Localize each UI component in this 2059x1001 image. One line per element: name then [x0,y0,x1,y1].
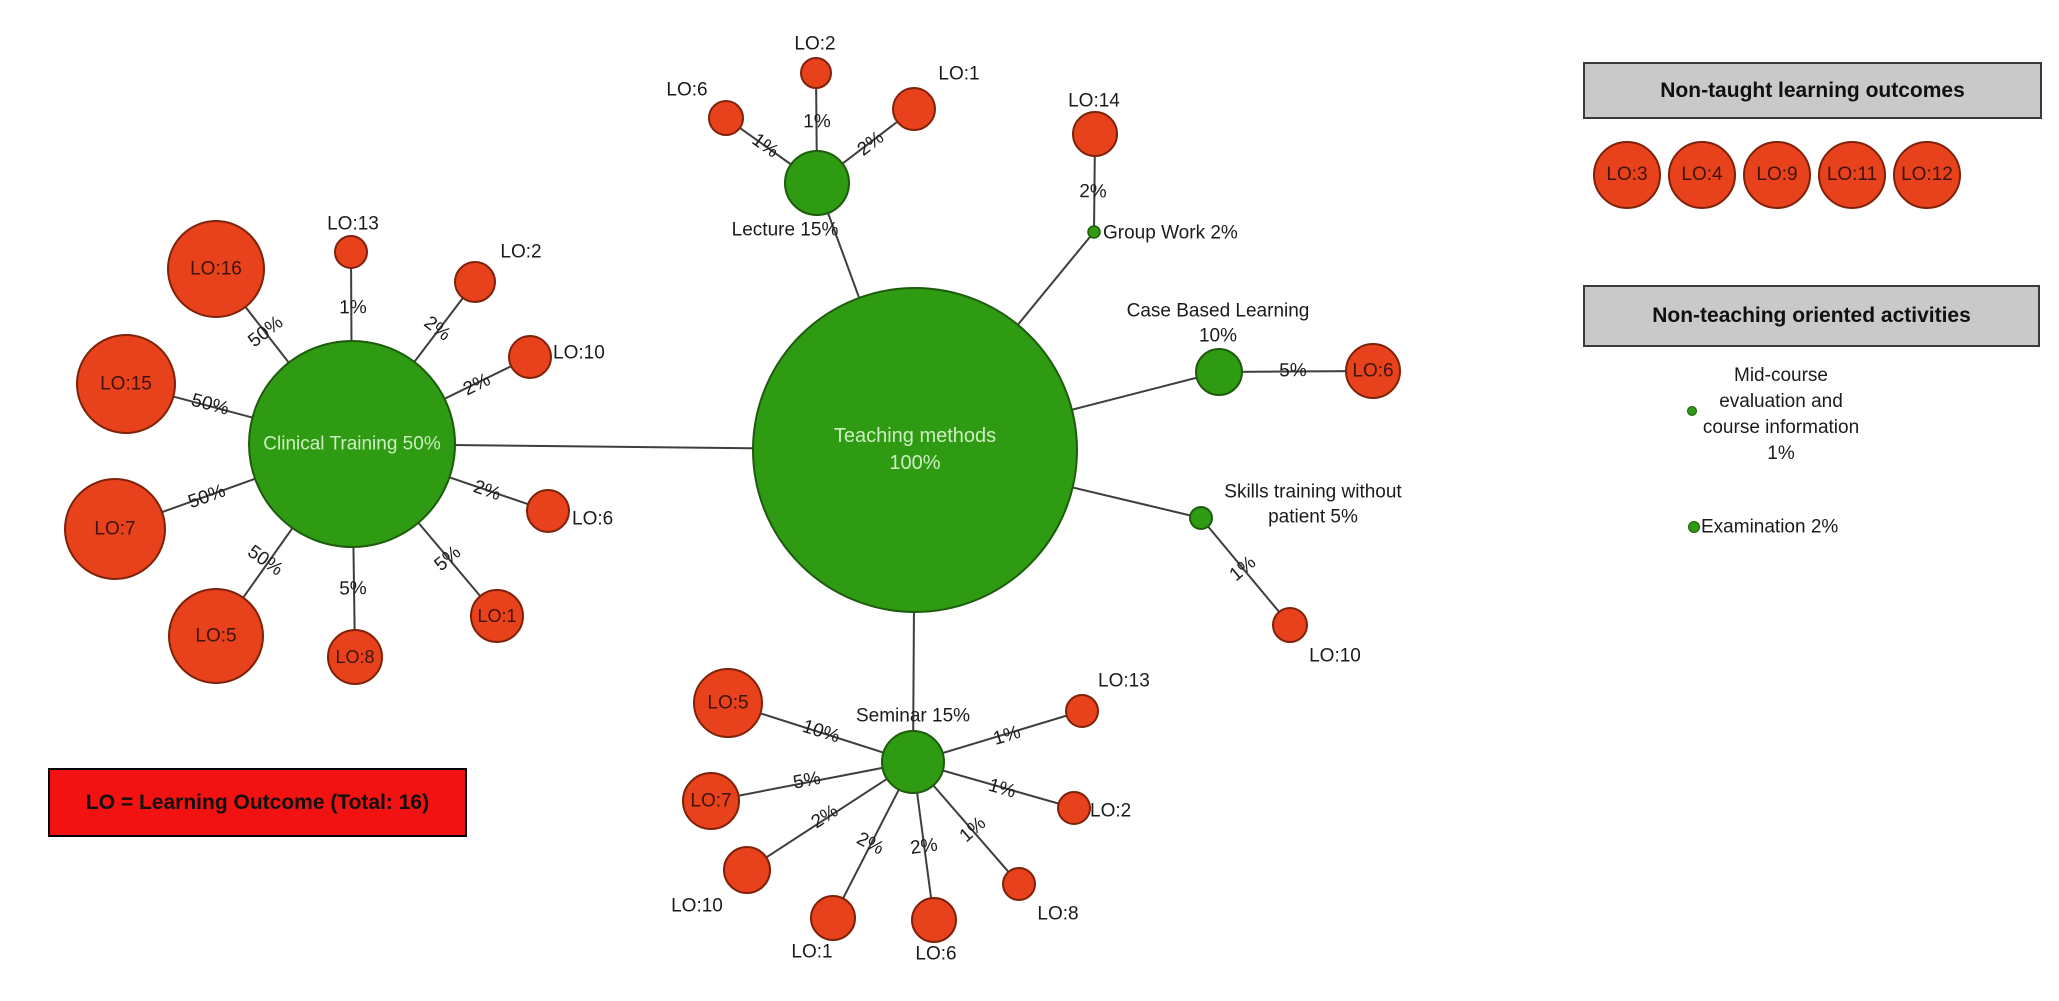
label-sem-lo10: LO:10 [671,895,723,917]
label-lec-lo1: LO:1 [938,63,980,85]
label-sem-lo13: LO:13 [1098,670,1150,692]
label-lo14: LO:14 [1068,90,1120,112]
mid-course-label: Mid-course evaluation and course informa… [1702,365,1860,464]
node-groupwork [1087,225,1101,239]
label-skills: Skills training without patient 5% [1224,481,1402,528]
label-sem-lo6: LO:6 [915,943,957,965]
node-sem-lo10 [723,846,771,894]
label-lec-lo2: LO:2 [794,33,836,55]
examination-label: Examination 2% [1701,516,1839,538]
edge-skills-skills-lo10 [1200,517,1291,626]
label-lecture: Lecture 15% [731,219,839,241]
node-lo14 [1072,111,1118,157]
node-lec-lo6 [708,100,744,136]
non-taught-lo-circle: LO:12 [1893,141,1961,209]
node-sem-lo1 [810,895,856,941]
label-cl-lo15: LO:15 [100,373,152,395]
label-cl-lo16: LO:16 [190,258,242,280]
node-cl-lo6 [526,489,570,533]
legend-box: LO = Learning Outcome (Total: 16) [48,768,467,837]
edge-label-seminar-sem-lo6: 2% [908,834,939,859]
node-cl-lo1 [470,589,524,643]
edge-seminar-sem-lo7 [710,761,914,802]
label-cl-lo2: LO:2 [500,241,542,263]
label-sem-lo1: LO:1 [791,941,833,963]
non-taught-lo-label: LO:3 [1606,164,1648,185]
non-taught-lo-circle: LO:9 [1743,141,1811,209]
non-taught-lo-label: LO:12 [1901,164,1953,185]
node-seminar [881,730,945,794]
node-cl-lo13 [334,235,368,269]
label-cl-lo7: LO:7 [94,518,136,540]
label-skills-lo10: LO:10 [1309,645,1361,667]
node-cl-lo16 [167,220,265,318]
edge-label-clinical-cl-lo13: 1% [339,297,367,319]
edge-label-clinical-cl-lo8: 5% [339,578,367,600]
label-cbl-lo6: LO:6 [1352,360,1394,382]
label-sem-lo2: LO:2 [1090,800,1132,822]
activities-header-text: Non-teaching oriented activities [1652,304,1971,327]
label-cbl: Case Based Learning 10% [1126,300,1310,347]
label-cl-lo5: LO:5 [195,625,237,647]
mid-course-dot [1687,406,1697,416]
node-skills-lo10 [1272,607,1308,643]
node-clinical [248,340,456,548]
node-lec-lo2 [800,57,832,89]
label-cl-lo8: LO:8 [335,646,375,667]
label-cl-lo13: LO:13 [327,213,379,235]
label-cl-lo6: LO:6 [572,508,614,530]
label-teaching: Teaching methods 100% [833,425,997,474]
examination-dot [1688,521,1700,533]
node-lec-lo1 [892,87,936,131]
node-sem-lo7 [682,772,740,830]
non-taught-lo-circle: LO:4 [1668,141,1736,209]
label-groupwork: Group Work 2% [1103,222,1238,244]
node-cl-lo2 [454,261,496,303]
non-taught-lo-circle: LO:3 [1593,141,1661,209]
non-taught-header: Non-taught learning outcomes [1583,62,2042,119]
node-sem-lo13 [1065,694,1099,728]
label-cl-lo10: LO:10 [553,342,605,364]
node-sem-lo8 [1002,867,1036,901]
edge-label-cbl-cbl-lo6: 5% [1279,360,1307,382]
label-sem-lo7: LO:7 [690,790,732,812]
label-clinical: Clinical Training 50% [263,433,441,455]
non-taught-lo-label: LO:11 [1826,164,1878,185]
node-sem-lo6 [911,897,957,943]
edge-label-lo14-groupwork: 2% [1079,181,1107,203]
edge-label-seminar-sem-lo7: 5% [791,767,823,794]
activities-header: Non-teaching oriented activities [1583,285,2040,347]
non-taught-lo-row: LO:3 LO:4 LO:9 LO:11 LO:12 [1593,141,1961,209]
label-lec-lo6: LO:6 [666,79,708,101]
label-sem-lo8: LO:8 [1037,903,1079,925]
edge-label-lecture-lec-lo2: 1% [803,111,831,133]
label-seminar: Seminar 15% [855,705,971,727]
node-cbl [1195,348,1243,396]
non-taught-header-text: Non-taught learning outcomes [1660,78,1965,102]
node-skills [1189,506,1213,530]
node-teaching [752,287,1078,613]
node-cl-lo5 [168,588,264,684]
node-cl-lo8 [327,629,383,685]
node-cl-lo7 [64,478,166,580]
label-cl-lo1: LO:1 [477,605,517,626]
non-taught-lo-label: LO:9 [1756,164,1798,185]
node-sem-lo2 [1057,791,1091,825]
non-taught-lo-circle: LO:11 [1818,141,1886,209]
edge-seminar-sem-lo10 [746,761,914,871]
node-cl-lo15 [76,334,176,434]
node-lecture [784,150,850,216]
node-sem-lo5 [693,668,763,738]
node-cl-lo10 [508,335,552,379]
non-taught-lo-label: LO:4 [1681,164,1723,185]
node-cbl-lo6 [1345,343,1401,399]
label-sem-lo5: LO:5 [707,692,749,714]
legend-text: LO = Learning Outcome (Total: 16) [85,790,430,814]
